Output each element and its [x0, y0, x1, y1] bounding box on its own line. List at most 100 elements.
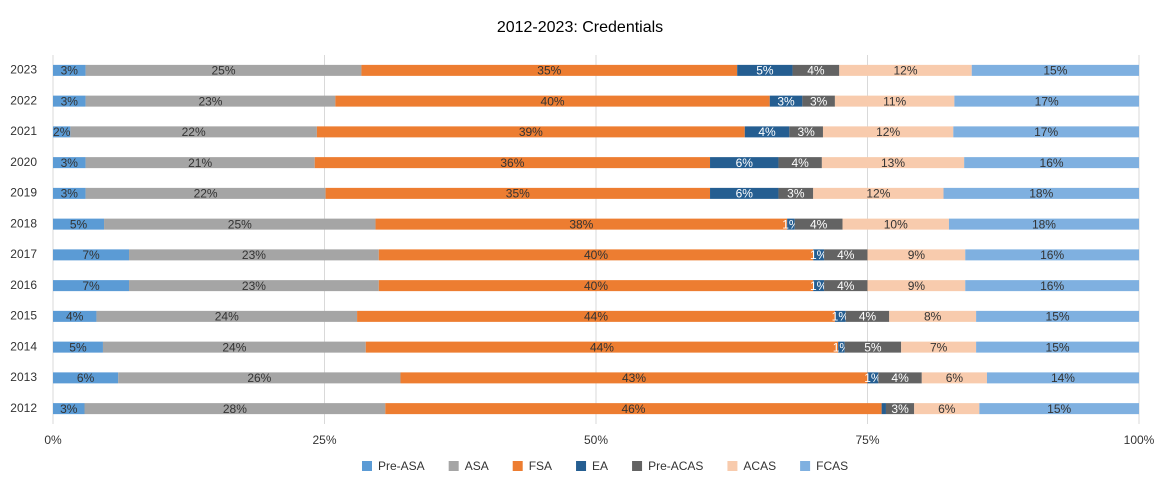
data-label: 4% [758, 125, 776, 139]
bar-segment [53, 157, 86, 169]
bar-segment [813, 187, 944, 199]
data-label: 21% [188, 156, 212, 170]
data-label: 35% [537, 64, 561, 78]
x-tick-label: 0% [44, 433, 62, 447]
bar-segment [878, 372, 922, 384]
data-label: 25% [228, 217, 252, 231]
data-label: 22% [194, 187, 218, 201]
bar-segment [842, 218, 949, 230]
bar-segment [822, 126, 954, 138]
bar-segment [53, 218, 105, 230]
data-label: 24% [222, 340, 246, 354]
bar-segment [867, 372, 879, 384]
data-label: 40% [584, 279, 608, 293]
bar-segment [965, 280, 1139, 292]
data-label: 22% [182, 125, 206, 139]
y-tick-label: 2014 [10, 339, 37, 353]
bar-segment [769, 95, 803, 107]
legend-swatch [632, 461, 643, 471]
bar-segment [710, 187, 779, 199]
data-label: 24% [215, 310, 239, 324]
data-label: 10% [884, 217, 908, 231]
data-label: 4% [810, 217, 828, 231]
bar-segment [70, 126, 317, 138]
legend-label: Pre-ACAS [648, 459, 703, 473]
data-label: 3% [61, 64, 79, 78]
data-label: 12% [866, 187, 890, 201]
bar-segment [867, 249, 966, 261]
data-label: 15% [1043, 64, 1067, 78]
data-label: 7% [930, 340, 948, 354]
bar-segment [96, 310, 358, 322]
legend-label: FCAS [816, 459, 848, 473]
legend-label: Pre-ASA [378, 459, 425, 473]
bar-segment [789, 126, 823, 138]
bar-segment [778, 157, 822, 169]
bar-segment [357, 310, 835, 322]
y-tick-label: 2013 [10, 370, 37, 384]
data-label: 7% [82, 279, 100, 293]
bar-segment [976, 310, 1139, 322]
bar-segment [813, 249, 825, 261]
data-label: 15% [1047, 402, 1071, 416]
y-tick-label: 2018 [10, 216, 37, 230]
data-label: 6% [946, 371, 964, 385]
bar-segment [85, 157, 315, 169]
bar-segment [834, 95, 955, 107]
data-label: 43% [622, 371, 646, 385]
bar-segment [85, 64, 362, 76]
bar-segment [53, 187, 86, 199]
data-label: 6% [938, 402, 956, 416]
bar-segment [129, 280, 379, 292]
data-label: 17% [1034, 125, 1058, 139]
data-label: 40% [584, 248, 608, 262]
bar-segment [53, 95, 86, 107]
legend-swatch [727, 461, 738, 471]
y-tick-label: 2017 [10, 247, 37, 261]
data-label: 11% [883, 94, 906, 108]
data-label: 3% [777, 94, 795, 108]
data-label: 39% [519, 125, 543, 139]
bar-segment [834, 310, 846, 322]
data-label: 23% [242, 279, 266, 293]
data-label: 4% [891, 371, 909, 385]
bar-segment [787, 218, 795, 230]
data-label: 18% [1029, 187, 1053, 201]
bar-segment [378, 249, 814, 261]
bar-segment [844, 341, 902, 353]
bar-segment [365, 341, 839, 353]
bar-segment [85, 95, 336, 107]
data-label: 1% [810, 279, 828, 293]
legend-swatch [800, 461, 811, 471]
bar-segment [335, 95, 770, 107]
data-label: 18% [1032, 217, 1056, 231]
data-label: 4% [859, 310, 877, 324]
data-label: 25% [211, 64, 235, 78]
bar-segment [792, 64, 840, 76]
bar-segment [314, 157, 711, 169]
data-label: 44% [590, 340, 614, 354]
data-label: 16% [1040, 156, 1064, 170]
bar-segment [84, 403, 386, 415]
bar-segment [737, 64, 793, 76]
data-label: 5% [864, 340, 882, 354]
data-label: 3% [797, 125, 815, 139]
bar-segment [901, 341, 977, 353]
data-label: 23% [198, 94, 222, 108]
y-tick-label: 2020 [10, 155, 37, 169]
bar-segment [986, 372, 1139, 384]
bar-segment [375, 218, 788, 230]
bar-segment [824, 249, 868, 261]
bar-segment [85, 187, 326, 199]
data-label: 14% [1051, 371, 1075, 385]
data-label: 13% [881, 156, 905, 170]
bar-segment [953, 126, 1139, 138]
data-label: 3% [891, 402, 909, 416]
data-label: 3% [61, 156, 79, 170]
y-tick-label: 2015 [10, 309, 37, 323]
y-tick-label: 2022 [10, 93, 37, 107]
data-label: 4% [791, 156, 809, 170]
data-label: 4% [66, 310, 84, 324]
data-label: 6% [736, 187, 754, 201]
